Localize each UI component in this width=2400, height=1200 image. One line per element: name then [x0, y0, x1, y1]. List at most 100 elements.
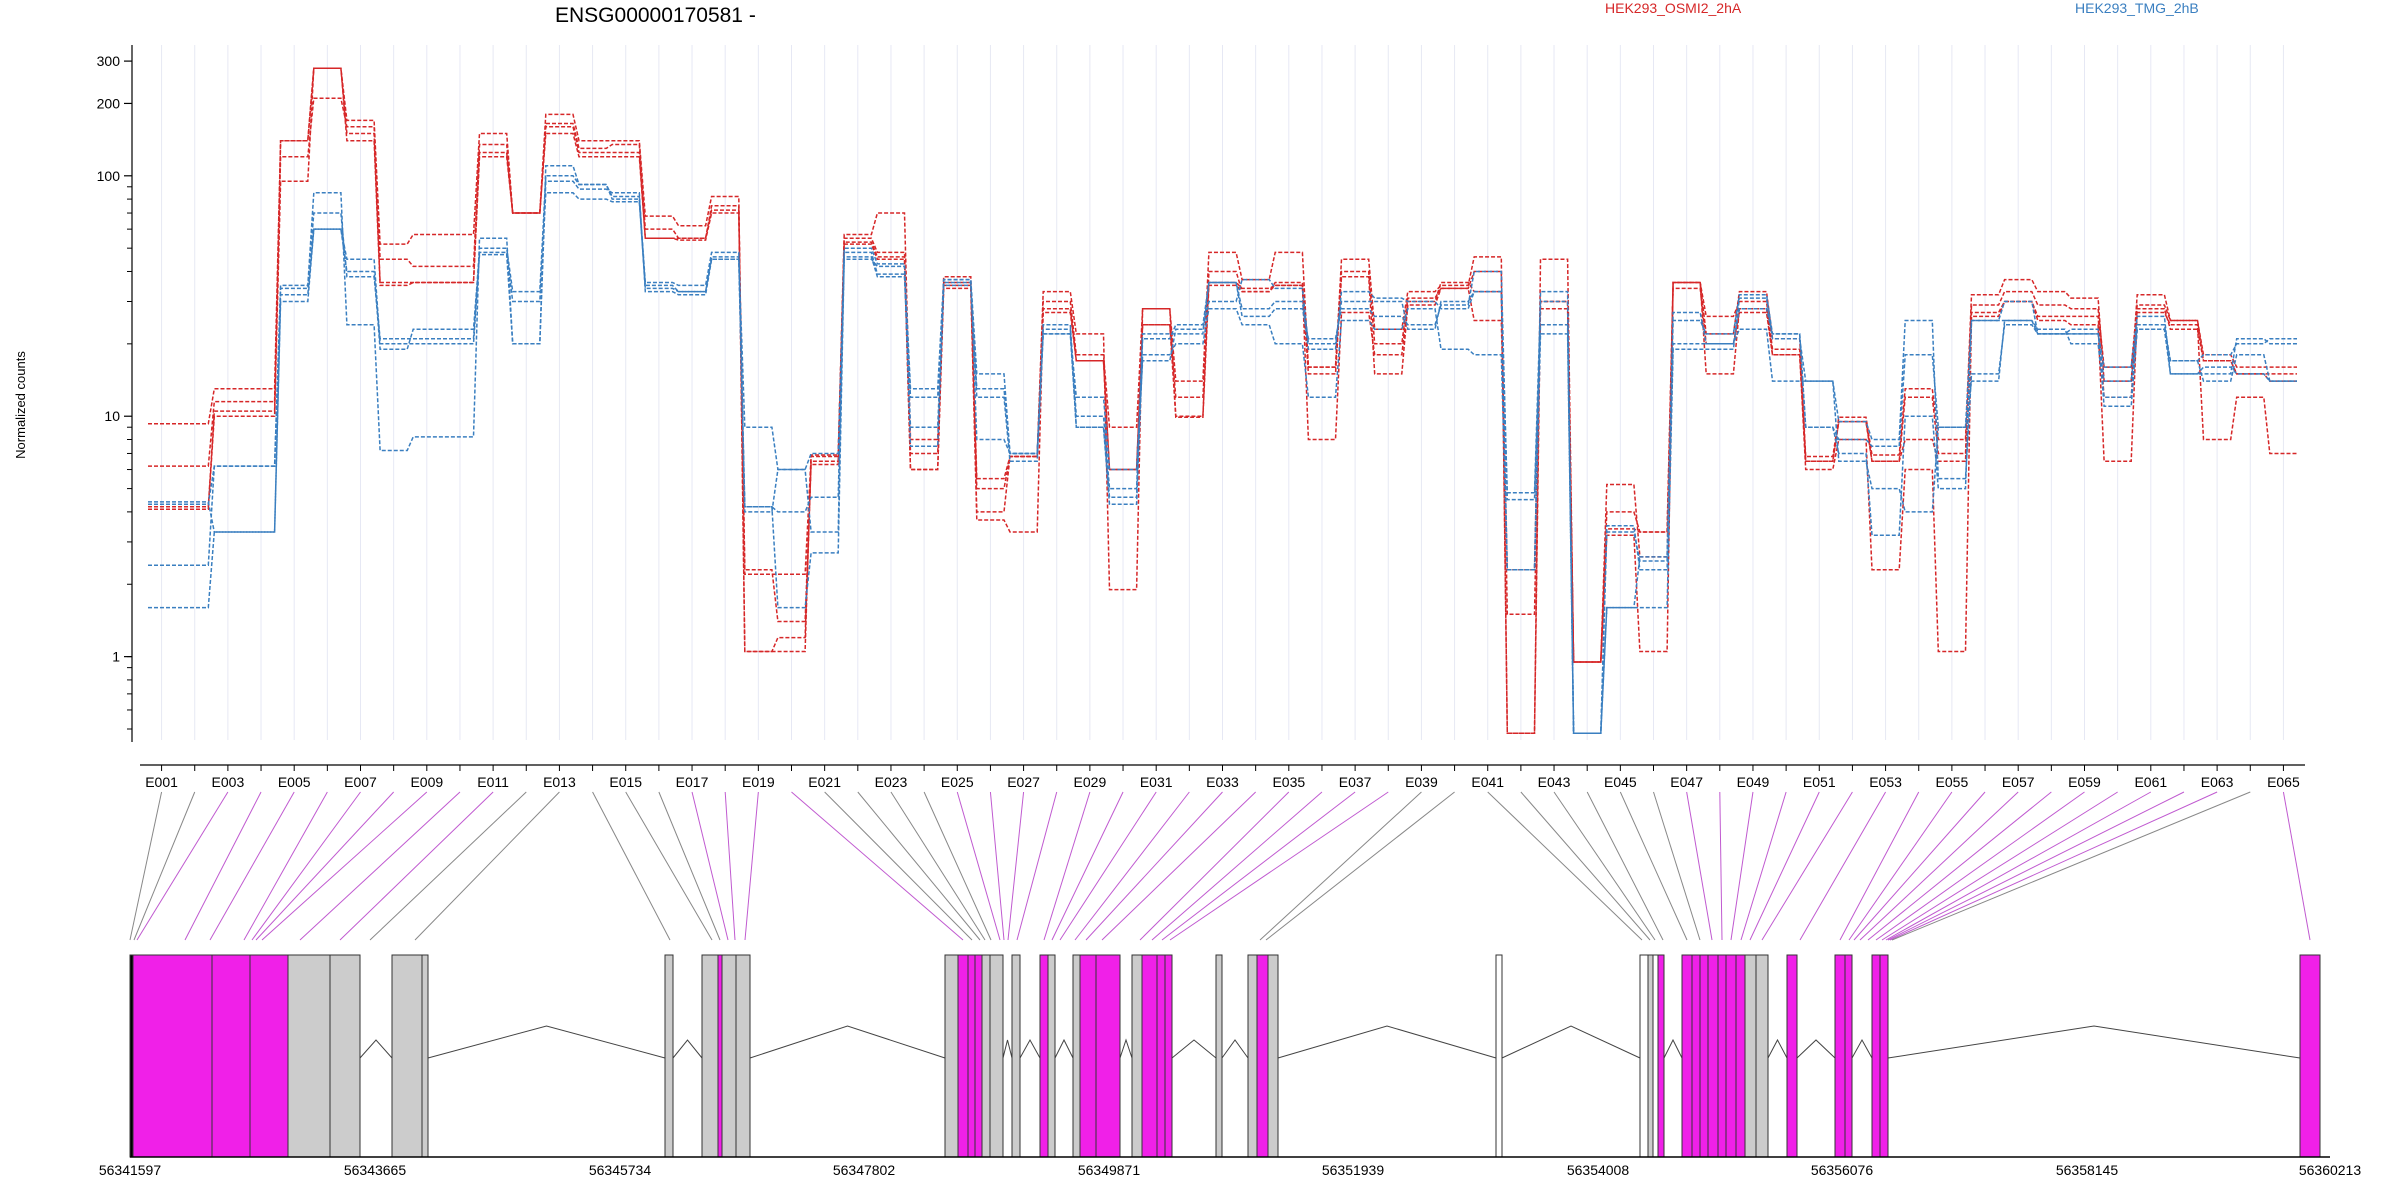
- exon-connector: [1875, 791, 2085, 941]
- exon-connector: [1761, 791, 1853, 941]
- exon-box: [391, 954, 423, 1158]
- exon-tick-label: E007: [344, 774, 377, 790]
- intron-line: [1796, 1039, 1836, 1059]
- y-tick-label: 100: [97, 168, 121, 184]
- exon-tick-label: E047: [1670, 774, 1703, 790]
- exon-tick-label: E017: [676, 774, 709, 790]
- exon-connector: [1007, 791, 1025, 941]
- exon-connector: [1653, 791, 1701, 941]
- exon-connector: [2282, 791, 2311, 941]
- intron-line: [427, 1025, 666, 1059]
- exon-tick-label: E039: [1405, 774, 1438, 790]
- exon-tick-label: E029: [1074, 774, 1107, 790]
- exon-box: [1267, 954, 1279, 1158]
- exon-box: [1639, 954, 1649, 1158]
- exon-connector: [691, 791, 729, 941]
- genomic-tick-label: 56354008: [1567, 1162, 1630, 1178]
- exon-box: [1131, 954, 1143, 1158]
- exon-connector: [255, 791, 395, 941]
- exon-connector: [989, 791, 1005, 941]
- exon-box: [1072, 954, 1081, 1158]
- genomic-tick-label: 56349871: [1078, 1162, 1141, 1178]
- exon-connector: [744, 791, 759, 941]
- exon-connector: [1730, 791, 1754, 941]
- exon-tick-label: E027: [1007, 774, 1040, 790]
- exon-box: [1164, 954, 1173, 1158]
- exon-box: [1786, 954, 1798, 1158]
- exon-tick-label: E041: [1471, 774, 1504, 790]
- exon-connector: [209, 791, 295, 941]
- gene-model: [129, 954, 2321, 1158]
- legend-label-osmi: HEK293_OSMI2_2hA: [1605, 0, 1742, 16]
- exon-connector: [1151, 791, 1323, 941]
- exon-box: [1717, 954, 1727, 1158]
- exon-box: [1495, 954, 1503, 1158]
- exon-box: [1871, 954, 1881, 1158]
- exon-connector-lines: [129, 791, 2311, 941]
- exon-connector: [857, 791, 981, 941]
- exon-tick-label: E023: [875, 774, 908, 790]
- exon-connector: [956, 791, 1001, 941]
- exon-connector: [184, 791, 262, 941]
- exon-connector: [1853, 791, 1986, 941]
- exon-connector: [299, 791, 461, 941]
- exon-connector: [1889, 791, 2218, 941]
- intron-line: [1663, 1038, 1683, 1059]
- exon-box: [132, 954, 213, 1158]
- exon-box: [944, 954, 959, 1158]
- series-lines: [148, 67, 2297, 735]
- intron-line: [1887, 1025, 2301, 1059]
- exon-tick-label: E019: [742, 774, 775, 790]
- exon-connector: [1487, 791, 1643, 941]
- exon-connector: [824, 791, 973, 941]
- exon-box: [1256, 954, 1269, 1158]
- exon-connector: [339, 791, 494, 941]
- exon-tick-label: E043: [1538, 774, 1571, 790]
- exon-connector: [923, 791, 992, 941]
- exon-connector: [1839, 791, 1920, 941]
- exon-connector: [1749, 791, 1820, 941]
- exon-connector: [1059, 791, 1157, 941]
- exon-connector: [129, 791, 163, 941]
- exon-tick-label: E021: [808, 774, 841, 790]
- exon-tick-label: E049: [1737, 774, 1770, 790]
- intron-line: [1054, 1038, 1074, 1059]
- exon-connector: [261, 791, 428, 941]
- exon-box: [1141, 954, 1158, 1158]
- y-tick-label: 200: [97, 95, 121, 111]
- exon-connector: [791, 791, 964, 941]
- genomic-tick-label: 56347802: [833, 1162, 896, 1178]
- exon-connector: [625, 791, 713, 941]
- exon-box: [1681, 954, 1693, 1158]
- exon-connector: [1891, 791, 2251, 941]
- intron-line: [1171, 1039, 1217, 1059]
- intron-line: [359, 1039, 393, 1059]
- exon-box: [701, 954, 719, 1158]
- exon-connector: [890, 791, 986, 941]
- exon-connector: [1016, 791, 1058, 941]
- genomic-tick-label: 56351939: [1322, 1162, 1385, 1178]
- y-tick-label: 1: [112, 649, 120, 665]
- exon-box: [1156, 954, 1166, 1158]
- exon-box: [989, 954, 1004, 1158]
- series-line: [148, 165, 2297, 735]
- exon-connector: [243, 791, 328, 941]
- series-line: [148, 175, 2297, 735]
- exon-box: [1725, 954, 1737, 1158]
- intron-line: [1277, 1025, 1497, 1059]
- exon-connector: [1043, 791, 1091, 941]
- exon-box: [967, 954, 976, 1158]
- exon-tick-label: E045: [1604, 774, 1637, 790]
- exon-connector: [1265, 791, 1455, 941]
- exon-box: [1011, 954, 1021, 1158]
- exon-box: [1095, 954, 1121, 1158]
- exon-connector: [1859, 791, 2019, 941]
- intron-line: [1501, 1025, 1641, 1059]
- series-line: [148, 192, 2297, 735]
- exon-connector: [1867, 791, 2052, 941]
- vertical-gridlines: [161, 45, 2284, 740]
- exon-tick-label: E061: [2134, 774, 2167, 790]
- exon-box: [1879, 954, 1889, 1158]
- exon-tick-label: E013: [543, 774, 576, 790]
